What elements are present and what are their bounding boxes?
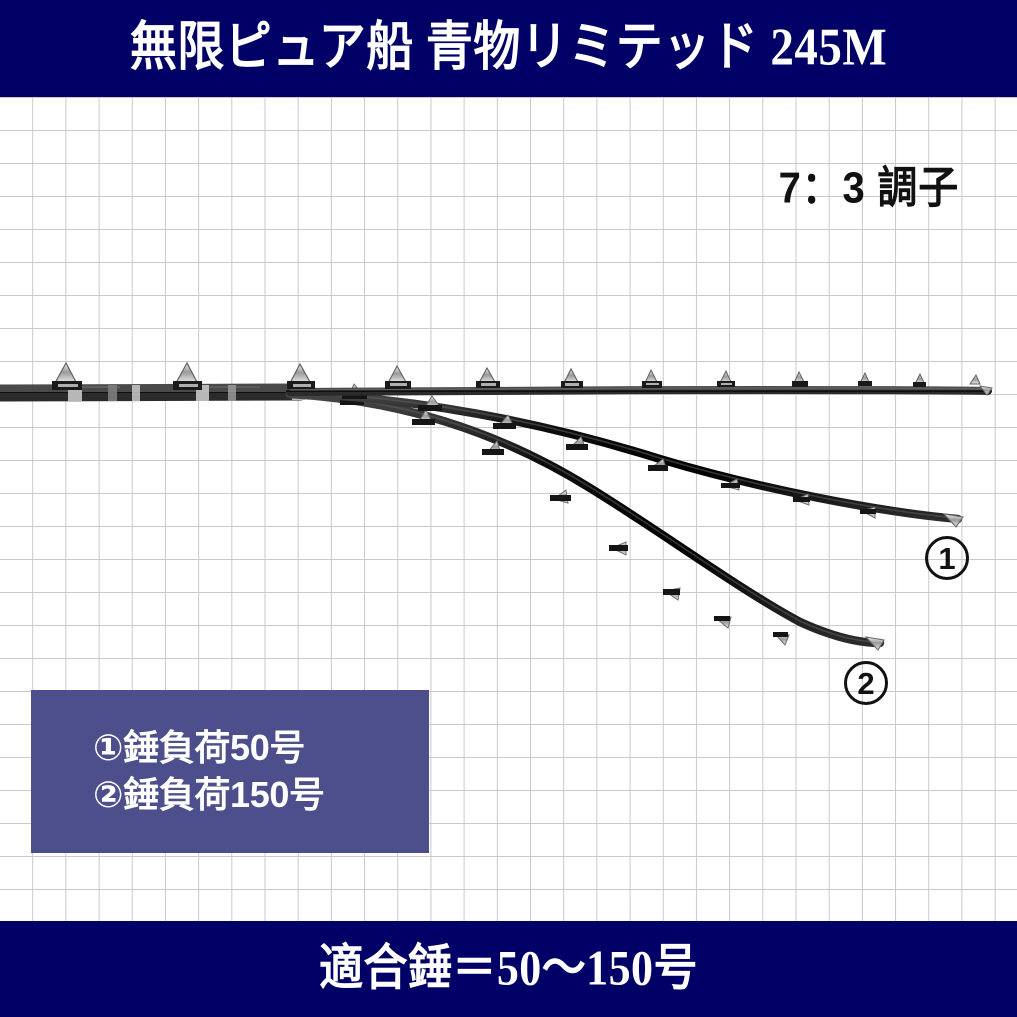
curve-marker-1: 1: [925, 536, 969, 580]
curve-marker-2: 2: [844, 661, 888, 705]
legend-item-2: ②錘負荷150号: [93, 773, 325, 815]
rod-action-label: 7：3 調子: [778, 164, 959, 213]
header-banner: 無限ピュア船 青物リミテッド 245M: [0, 0, 1017, 97]
footer-banner: 適合錘＝50〜150号: [0, 921, 1017, 1017]
legend-item-1: ①錘負荷50号: [93, 727, 306, 769]
curve-marker-2-label: 2: [857, 665, 875, 701]
curve-marker-1-label: 1: [938, 540, 956, 576]
legend-box: ①錘負荷50号 ②錘負荷150号: [31, 690, 429, 853]
page-title: 無限ピュア船 青物リミテッド 245M: [129, 18, 888, 78]
spec-sinker-range: 適合錘＝50〜150号: [319, 941, 698, 996]
